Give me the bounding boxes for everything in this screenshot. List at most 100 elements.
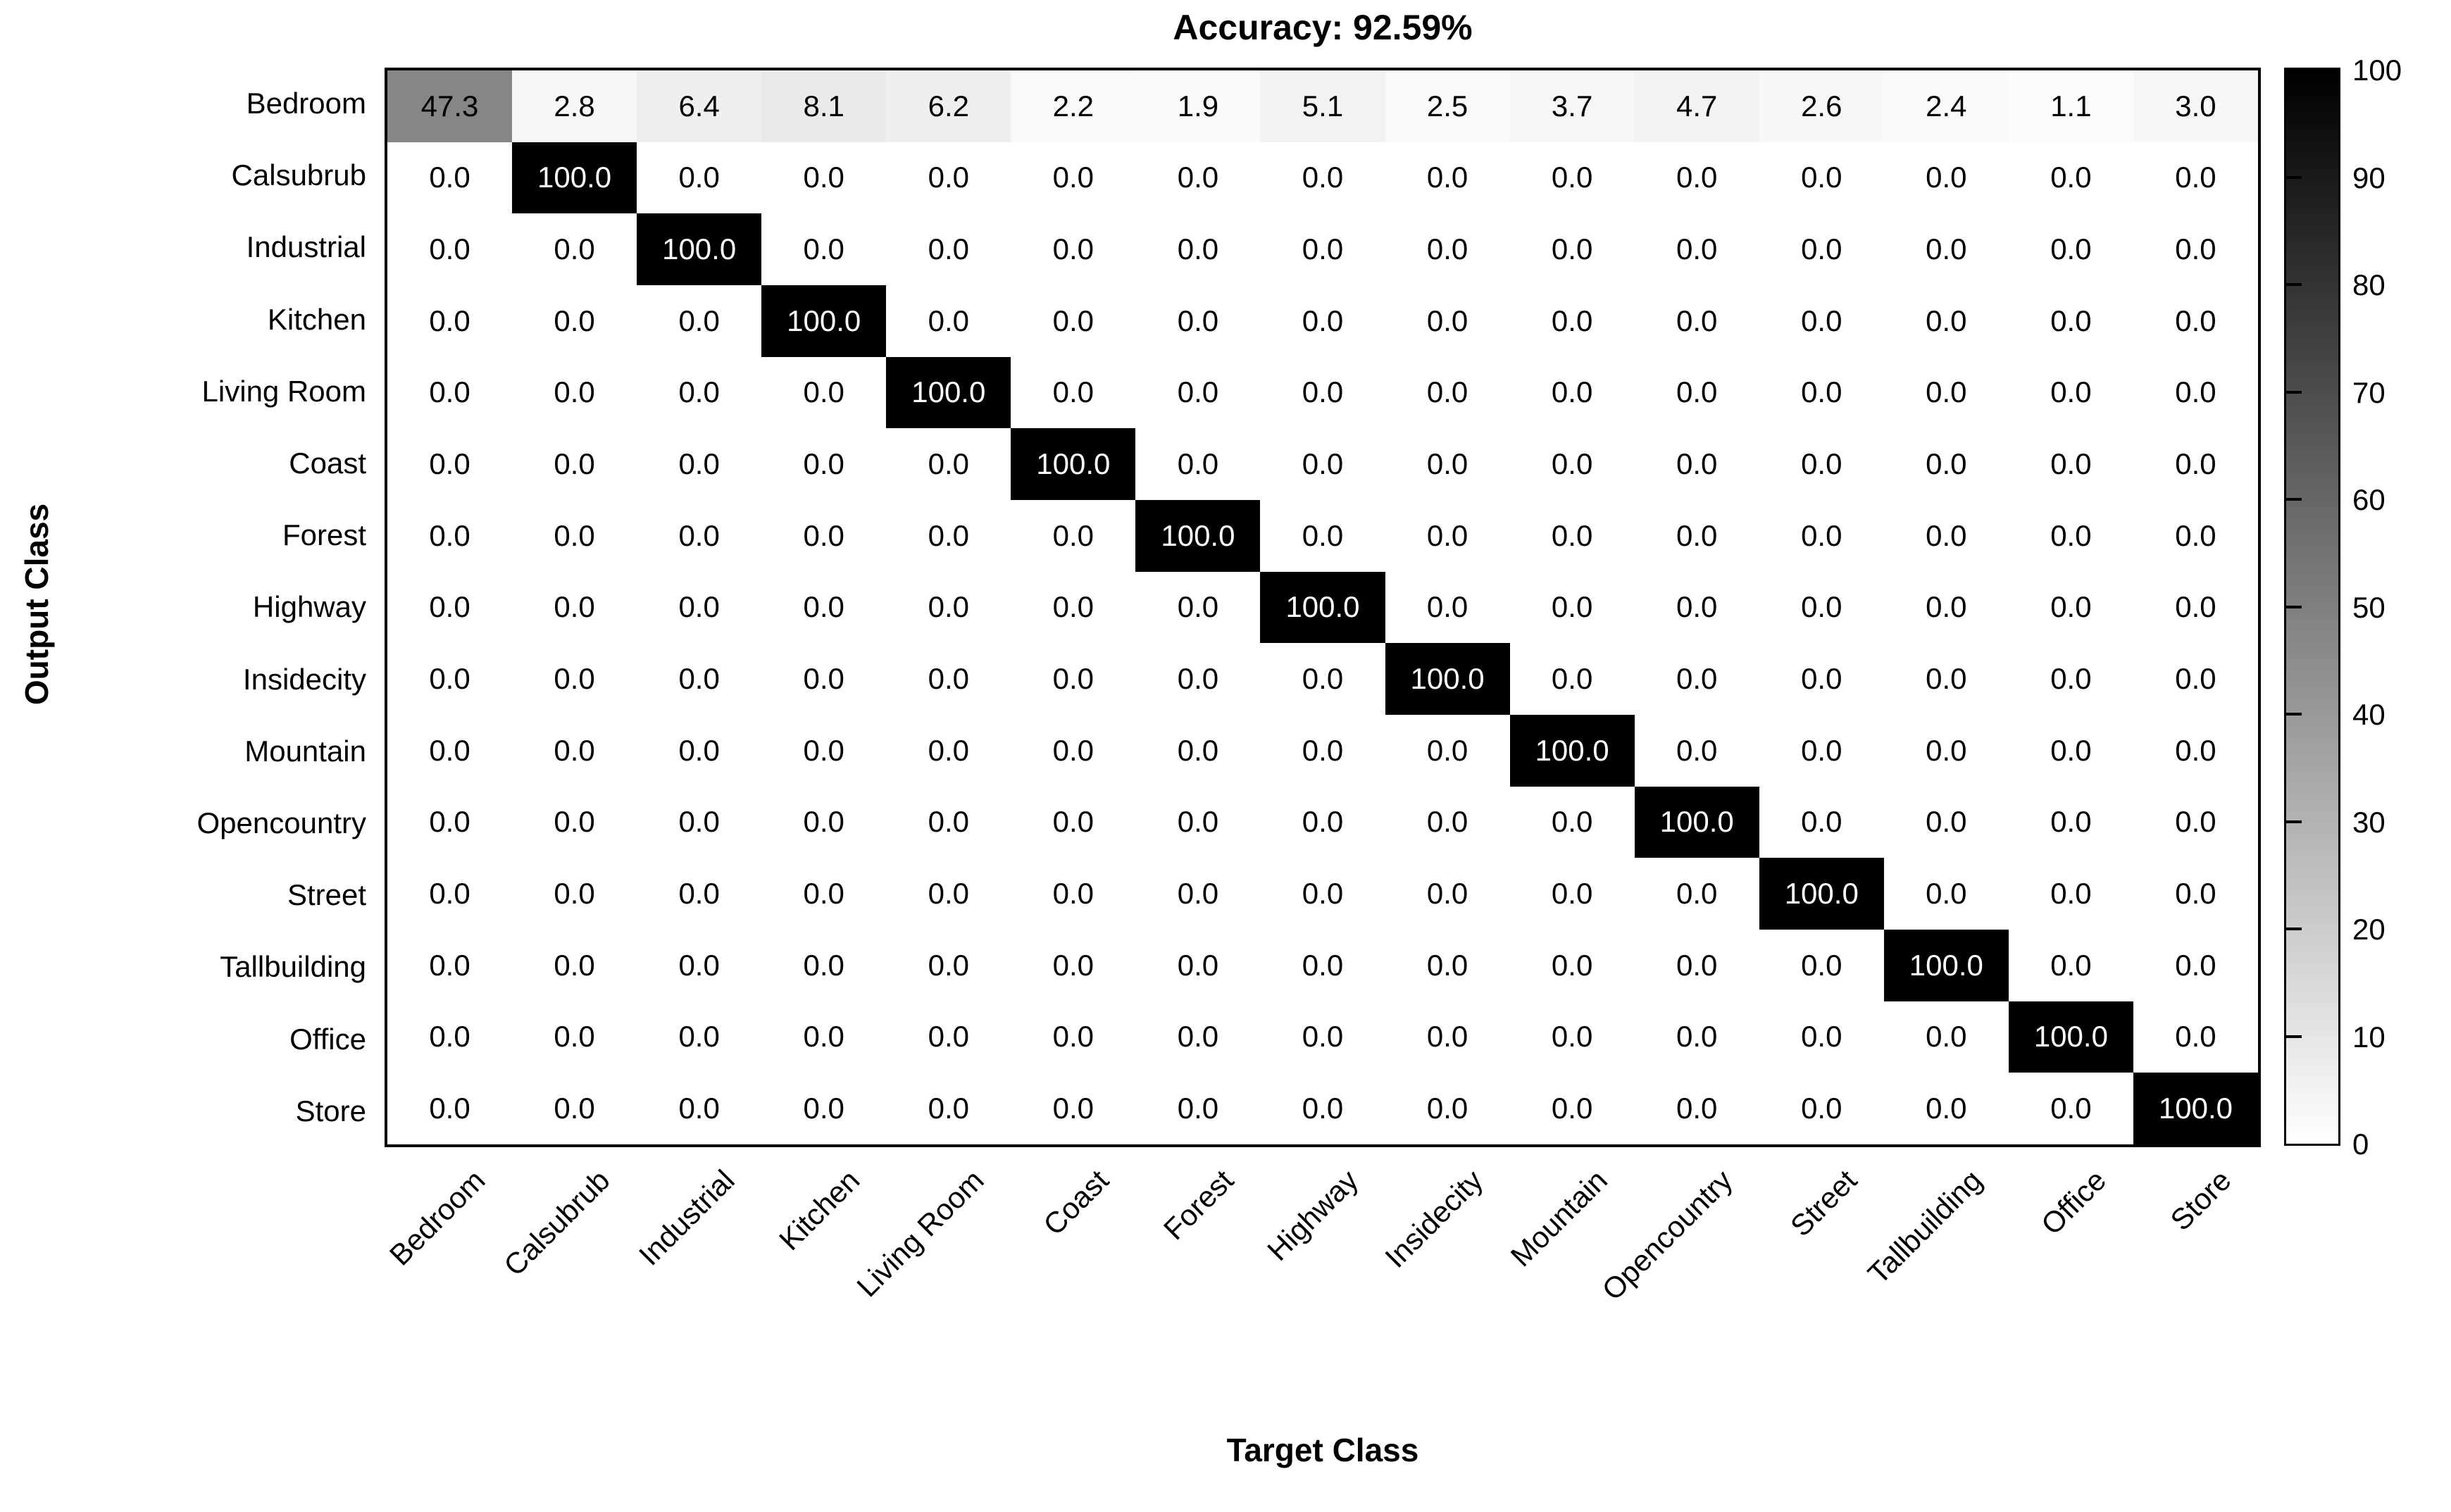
matrix-cell: 0.0 bbox=[387, 356, 513, 429]
matrix-cell: 0.0 bbox=[387, 499, 513, 572]
matrix-cell: 0.0 bbox=[1011, 285, 1136, 357]
matrix-cell: 0.0 bbox=[1759, 786, 1884, 858]
matrix-cell: 0.0 bbox=[2133, 571, 2258, 644]
matrix-cell: 0.0 bbox=[2008, 571, 2133, 644]
matrix-cell: 0.0 bbox=[1011, 1001, 1136, 1073]
matrix-cell: 0.0 bbox=[1260, 499, 1385, 572]
y-tick-label: Tallbuilding bbox=[220, 950, 366, 984]
matrix-cell: 0.0 bbox=[2008, 428, 2133, 500]
matrix-cell: 0.0 bbox=[1385, 1073, 1510, 1144]
matrix-cell: 0.0 bbox=[387, 428, 513, 500]
matrix-cell: 1.1 bbox=[2008, 70, 2133, 142]
matrix-cell: 0.0 bbox=[1883, 213, 2009, 285]
colorbar bbox=[2284, 68, 2340, 1146]
y-tick-label: Industrial bbox=[246, 230, 366, 264]
matrix-cell: 0.0 bbox=[761, 356, 887, 429]
matrix-cell: 0.0 bbox=[1135, 929, 1261, 1001]
colorbar-tick-label: 60 bbox=[2352, 483, 2385, 516]
matrix-cell: 0.0 bbox=[2133, 786, 2258, 858]
colorbar-tick-label: 40 bbox=[2352, 698, 2385, 731]
matrix-cell: 0.0 bbox=[2133, 858, 2258, 930]
matrix-cell: 0.0 bbox=[637, 858, 762, 930]
x-tick-label: Bedroom bbox=[383, 1163, 492, 1272]
colorbar-tick bbox=[2286, 820, 2302, 823]
matrix-cell: 0.0 bbox=[1385, 1001, 1510, 1073]
matrix-cell: 0.0 bbox=[1759, 571, 1884, 644]
matrix-cell: 0.0 bbox=[1260, 858, 1385, 930]
matrix-cell: 0.0 bbox=[387, 858, 513, 930]
matrix-cell: 0.0 bbox=[2008, 213, 2133, 285]
matrix-cell: 0.0 bbox=[387, 714, 513, 787]
matrix-cell: 0.0 bbox=[512, 428, 637, 500]
matrix-cell: 0.0 bbox=[1634, 571, 1759, 644]
matrix-cell: 0.0 bbox=[637, 142, 762, 214]
matrix-cell: 100.0 bbox=[1011, 428, 1136, 500]
matrix-cell: 0.0 bbox=[2008, 499, 2133, 572]
matrix-cell: 0.0 bbox=[512, 714, 637, 787]
matrix-cell: 0.0 bbox=[387, 643, 513, 715]
matrix-cell: 0.0 bbox=[1509, 858, 1635, 930]
matrix-cell: 0.0 bbox=[761, 142, 887, 214]
matrix-cell: 0.0 bbox=[886, 786, 1011, 858]
matrix-cell: 0.0 bbox=[1634, 285, 1759, 357]
matrix-cell: 0.0 bbox=[637, 1073, 762, 1144]
matrix-cell: 0.0 bbox=[1759, 929, 1884, 1001]
matrix-cell: 5.1 bbox=[1260, 70, 1385, 142]
matrix-cell: 0.0 bbox=[2133, 142, 2258, 214]
matrix-cell: 0.0 bbox=[886, 142, 1011, 214]
colorbar-tick bbox=[2286, 605, 2302, 608]
matrix-cell: 0.0 bbox=[886, 499, 1011, 572]
matrix-cell: 0.0 bbox=[1385, 356, 1510, 429]
matrix-cell: 0.0 bbox=[886, 643, 1011, 715]
matrix-cell: 100.0 bbox=[2133, 1073, 2258, 1144]
matrix-cell: 0.0 bbox=[1509, 571, 1635, 644]
colorbar-tick bbox=[2286, 498, 2302, 501]
matrix-cell: 0.0 bbox=[637, 786, 762, 858]
matrix-cell: 0.0 bbox=[512, 285, 637, 357]
y-tick-label: Office bbox=[289, 1022, 366, 1056]
x-tick-label: Calsubrub bbox=[497, 1163, 616, 1282]
matrix-cell: 0.0 bbox=[1135, 356, 1261, 429]
y-tick-label: Coast bbox=[289, 446, 366, 480]
matrix-cell: 0.0 bbox=[1883, 142, 2009, 214]
matrix-cell: 0.0 bbox=[1011, 714, 1136, 787]
matrix-cell: 2.6 bbox=[1759, 70, 1884, 142]
matrix-cell: 0.0 bbox=[512, 786, 637, 858]
matrix-cell: 100.0 bbox=[1883, 929, 2009, 1001]
colorbar-tick-label: 20 bbox=[2352, 913, 2385, 946]
matrix-cell: 100.0 bbox=[637, 213, 762, 285]
matrix-cell: 0.0 bbox=[637, 714, 762, 787]
matrix-cell: 0.0 bbox=[1260, 929, 1385, 1001]
matrix-cell: 0.0 bbox=[1634, 213, 1759, 285]
matrix-cell: 0.0 bbox=[1011, 643, 1136, 715]
matrix-cell: 0.0 bbox=[1135, 428, 1261, 500]
matrix-cell: 0.0 bbox=[886, 213, 1011, 285]
x-tick-label: Opencountry bbox=[1595, 1163, 1739, 1307]
x-axis-title: Target Class bbox=[1226, 1432, 1419, 1468]
matrix-cell: 0.0 bbox=[1509, 499, 1635, 572]
x-tick-label: Office bbox=[2035, 1163, 2113, 1242]
matrix-cell: 0.0 bbox=[1260, 714, 1385, 787]
matrix-cell: 0.0 bbox=[1509, 786, 1635, 858]
matrix-cell: 0.0 bbox=[387, 571, 513, 644]
colorbar-tick-label: 50 bbox=[2352, 590, 2385, 624]
colorbar-tick-label: 30 bbox=[2352, 805, 2385, 839]
matrix-cell: 0.0 bbox=[387, 1073, 513, 1144]
matrix-cell: 0.0 bbox=[1011, 142, 1136, 214]
matrix-cell: 100.0 bbox=[1509, 714, 1635, 787]
matrix-cell: 0.0 bbox=[1883, 714, 2009, 787]
matrix-cell: 0.0 bbox=[1260, 213, 1385, 285]
y-tick-label: Insidecity bbox=[242, 662, 366, 696]
x-tick-label: Industrial bbox=[632, 1163, 741, 1272]
matrix-cell: 0.0 bbox=[761, 786, 887, 858]
y-tick-label: Street bbox=[287, 878, 366, 912]
matrix-cell: 0.0 bbox=[761, 714, 887, 787]
matrix-cell: 0.0 bbox=[761, 929, 887, 1001]
matrix-cell: 0.0 bbox=[1883, 356, 2009, 429]
matrix-cell: 100.0 bbox=[1385, 643, 1510, 715]
matrix-cell: 0.0 bbox=[1883, 428, 2009, 500]
x-tick-label: Tallbuilding bbox=[1861, 1163, 1988, 1291]
matrix-cell: 0.0 bbox=[761, 428, 887, 500]
matrix-cell: 0.0 bbox=[761, 858, 887, 930]
matrix-cell: 0.0 bbox=[637, 1001, 762, 1073]
